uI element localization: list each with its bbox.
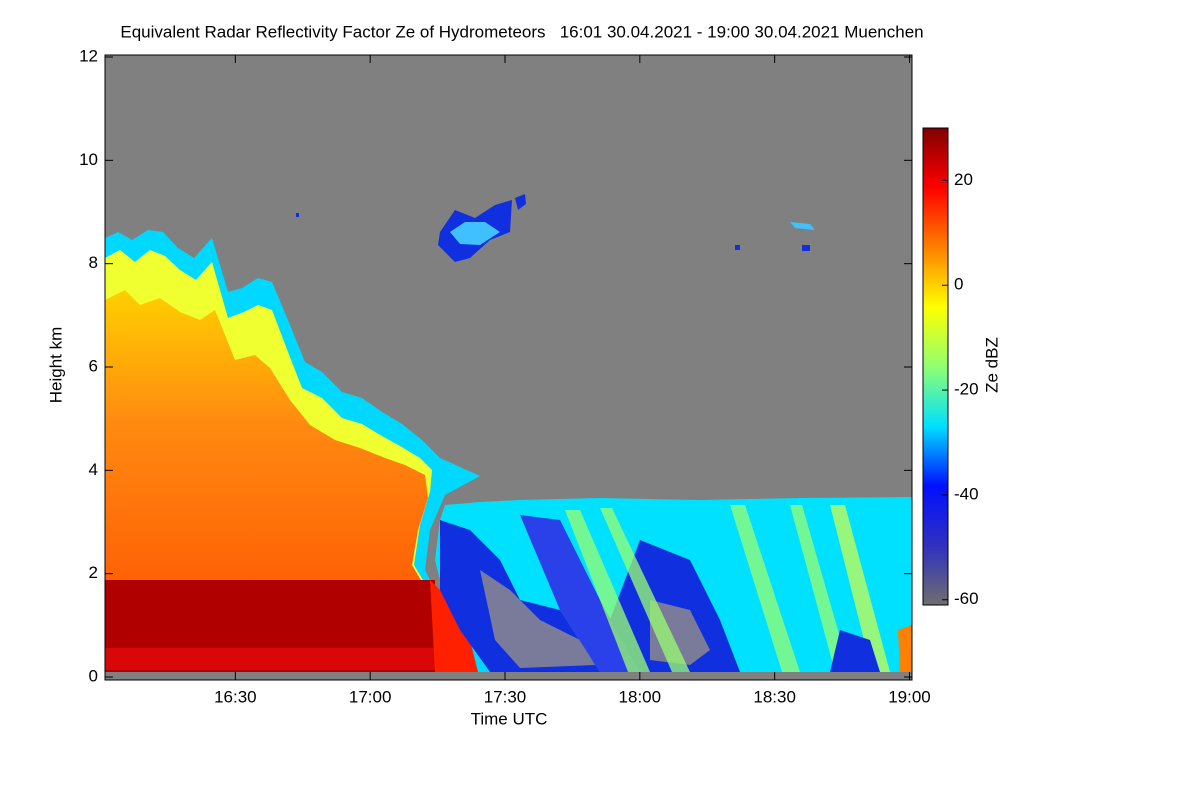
x-axis-label: Time UTC: [471, 709, 548, 728]
x-tick-label: 18:00: [619, 687, 662, 706]
y-tick-label: 2: [89, 563, 98, 582]
x-tick-label: 19:00: [888, 687, 931, 706]
x-tick-label: 18:30: [753, 687, 796, 706]
y-tick-label: 12: [79, 46, 98, 65]
x-tick-label: 16:30: [214, 687, 257, 706]
y-tick-label: 6: [89, 356, 98, 375]
y-tick-label: 4: [89, 460, 98, 479]
x-tick-label: 17:00: [349, 687, 392, 706]
y-axis-label: Height km: [46, 327, 65, 404]
radar-field: [105, 55, 912, 680]
colorbar-tick-label: -60: [954, 589, 979, 608]
colorbar-label: Ze dBZ: [982, 337, 1001, 393]
colorbar-tick-label: -20: [954, 380, 979, 399]
y-tick-label: 0: [89, 666, 98, 685]
colorbar-tick-label: 0: [954, 275, 963, 294]
y-tick-label: 8: [89, 253, 98, 272]
x-tick-label: 17:30: [484, 687, 527, 706]
colorbar: [922, 127, 949, 606]
chart-title: Equivalent Radar Reflectivity Factor Ze …: [120, 22, 923, 41]
colorbar-tick-label: -40: [954, 484, 979, 503]
colorbar-tick-label: 20: [954, 170, 973, 189]
y-tick-label: 10: [79, 150, 98, 169]
